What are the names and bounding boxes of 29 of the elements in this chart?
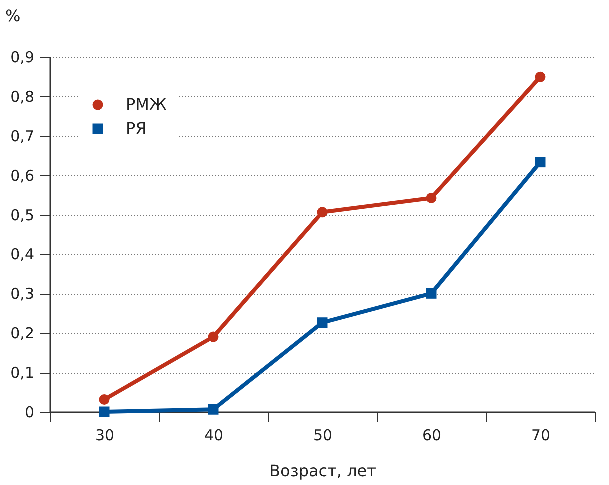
x-tick-label: 70 — [531, 426, 551, 444]
point — [99, 394, 110, 406]
point — [426, 192, 437, 204]
x-tick-label: 60 — [422, 426, 442, 444]
x-tick-label: 40 — [204, 426, 224, 444]
y-tick-label: 0,2 — [10, 324, 34, 343]
point — [208, 404, 219, 415]
y-tick-label: 0,7 — [10, 127, 34, 146]
legend-label: РЯ — [126, 119, 147, 138]
y-tick-label: 0 — [24, 404, 34, 422]
y-tick-label: 0,3 — [10, 285, 34, 304]
legend-label: РМЖ — [126, 95, 167, 114]
point — [426, 288, 437, 299]
y-axis-title: % — [6, 6, 21, 26]
point — [317, 318, 328, 328]
x-tick-label: 30 — [95, 426, 115, 444]
point — [99, 406, 110, 418]
y-tick-label: 0,4 — [10, 246, 34, 264]
y-tick-label: 0,9 — [10, 48, 34, 66]
y-tick-label: 0,8 — [10, 88, 34, 106]
point — [535, 72, 546, 82]
x-axis-title: Возраст, лет — [270, 462, 376, 480]
point — [317, 207, 328, 218]
y-tick-label: 0,1 — [10, 364, 34, 382]
x-tick-label: 50 — [313, 426, 333, 444]
y-tick-label: 0,6 — [10, 166, 34, 185]
point — [208, 332, 219, 342]
y-tick-label: 0,5 — [10, 206, 34, 224]
point — [535, 157, 546, 168]
